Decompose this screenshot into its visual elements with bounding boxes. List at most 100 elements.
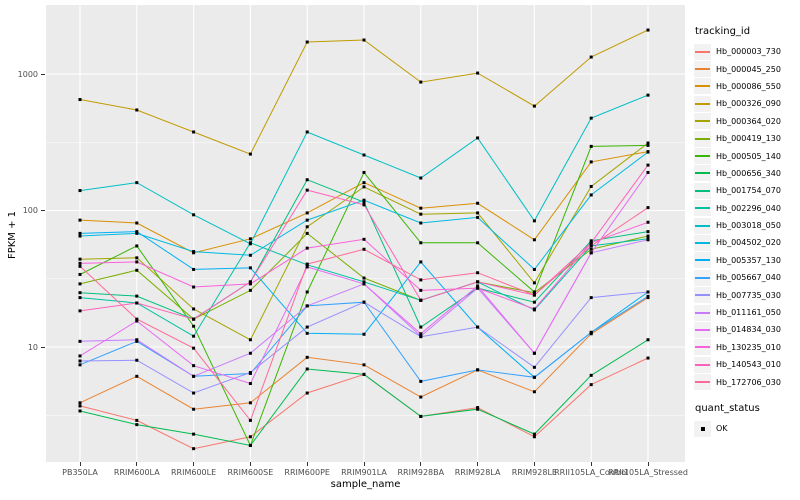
x-tick-mark — [533, 462, 535, 466]
legend-line-icon — [695, 120, 710, 123]
data-point-marker — [135, 423, 139, 427]
data-point-marker — [589, 184, 593, 188]
data-point-marker — [135, 418, 139, 422]
data-point-marker — [589, 247, 593, 251]
y-axis-title: FPKM + 1 — [7, 210, 18, 260]
legend: tracking_id Hb_000003_730 Hb_000045_250 Hb… — [694, 26, 800, 437]
data-point-marker — [305, 367, 309, 371]
data-point-marker — [248, 282, 252, 286]
legend-entry: Hb_003018_050 — [694, 217, 800, 234]
data-point-marker — [419, 260, 423, 264]
legend-entry-label: Hb_000003_730 — [716, 47, 781, 57]
legend-entry-label: Hb_001754_070 — [716, 186, 781, 196]
data-point-marker — [362, 332, 366, 336]
data-point-marker — [419, 288, 423, 292]
data-point-marker — [476, 406, 480, 410]
data-point-marker — [135, 231, 139, 235]
data-point-marker — [589, 251, 593, 255]
legend-entry-label: Hb_014834_030 — [716, 325, 781, 335]
data-point-marker — [476, 241, 480, 245]
legend-line-icon — [695, 102, 710, 105]
data-point-marker — [476, 211, 480, 215]
data-point-marker — [135, 294, 139, 298]
legend-key-line-swatch — [694, 200, 711, 217]
legend-entry: Hb_000326_090 — [694, 95, 800, 112]
data-point-marker — [532, 293, 536, 297]
data-point-marker — [248, 401, 252, 405]
legend-entry-label: Hb_011161_050 — [716, 308, 781, 318]
legend-entry-label: Hb_000045_250 — [716, 64, 781, 74]
data-point-marker — [646, 170, 650, 174]
data-point-marker — [589, 383, 593, 387]
legend-key-line-swatch — [694, 304, 711, 321]
data-point-marker — [476, 284, 480, 288]
legend-entry-label: Hb_130235_010 — [716, 342, 781, 352]
legend-entry: Hb_000505_140 — [694, 147, 800, 165]
data-point-marker — [362, 198, 366, 202]
data-point-marker — [305, 246, 309, 250]
x-axis-title: sample_name — [330, 479, 401, 490]
legend-line-icon — [695, 189, 710, 192]
x-tick-mark — [193, 462, 195, 466]
data-point-marker — [589, 296, 593, 300]
data-point-marker — [476, 136, 480, 140]
data-point-marker — [362, 203, 366, 207]
data-point-marker — [646, 294, 650, 298]
x-tick-mark — [420, 462, 422, 466]
legend-shape-entries: OK — [694, 420, 800, 437]
data-point-marker — [362, 282, 366, 286]
legend-entry-label: Hb_000419_130 — [716, 134, 781, 144]
x-tick-label: RRII105LA_Stressed — [608, 468, 688, 477]
data-point-marker — [646, 238, 650, 242]
legend-line-icon — [695, 311, 710, 314]
legend-line-icon — [695, 328, 710, 331]
x-tick-mark — [306, 462, 308, 466]
legend-line-icon — [695, 155, 710, 158]
legend-key-line-swatch — [694, 148, 711, 165]
legend-entry-label: OK — [716, 424, 728, 433]
data-point-marker — [646, 93, 650, 97]
data-point-marker — [646, 28, 650, 32]
data-point-marker — [305, 265, 309, 269]
data-point-marker — [476, 280, 480, 284]
legend-entry-label: Hb_172706_030 — [716, 377, 781, 387]
data-point-marker — [305, 262, 309, 266]
data-point-marker — [419, 206, 423, 210]
legend-key-square-swatch — [694, 420, 711, 437]
legend-entry-label: Hb_000505_140 — [716, 151, 781, 161]
legend-entry: Hb_000419_130 — [694, 130, 800, 147]
data-point-marker — [192, 391, 196, 395]
data-point-marker — [589, 241, 593, 245]
data-point-marker — [419, 379, 423, 383]
data-point-marker — [362, 276, 366, 280]
data-point-marker — [135, 317, 139, 321]
data-point-marker — [192, 307, 196, 311]
data-point-marker — [78, 296, 82, 300]
legend-key-line-swatch — [694, 182, 711, 199]
data-point-marker — [305, 130, 309, 134]
data-point-marker — [362, 38, 366, 42]
data-point-marker — [476, 325, 480, 329]
data-point-marker — [248, 418, 252, 422]
data-point-marker — [589, 160, 593, 164]
legend-line-icon — [695, 346, 710, 349]
data-point-marker — [305, 40, 309, 44]
data-point-marker — [135, 260, 139, 264]
x-tick-label: RRIM901LA — [341, 468, 387, 477]
legend-line-icon — [695, 363, 710, 366]
legend-key-line-swatch — [694, 339, 711, 356]
data-point-marker — [419, 241, 423, 245]
data-point-marker — [135, 319, 139, 323]
legend-entry: Hb_140543_010 — [694, 356, 800, 373]
y-tick-label: 1000 — [17, 69, 38, 79]
data-point-marker — [419, 221, 423, 225]
data-point-marker — [305, 231, 309, 235]
data-point-marker — [135, 181, 139, 185]
data-point-marker — [135, 256, 139, 260]
legend-key-line-swatch — [694, 234, 711, 251]
legend-entry: Hb_007735_030 — [694, 286, 800, 304]
data-point-marker — [78, 409, 82, 413]
data-point-marker — [362, 363, 366, 367]
legend-entry: Hb_000656_340 — [694, 165, 800, 182]
data-point-marker — [78, 359, 82, 363]
